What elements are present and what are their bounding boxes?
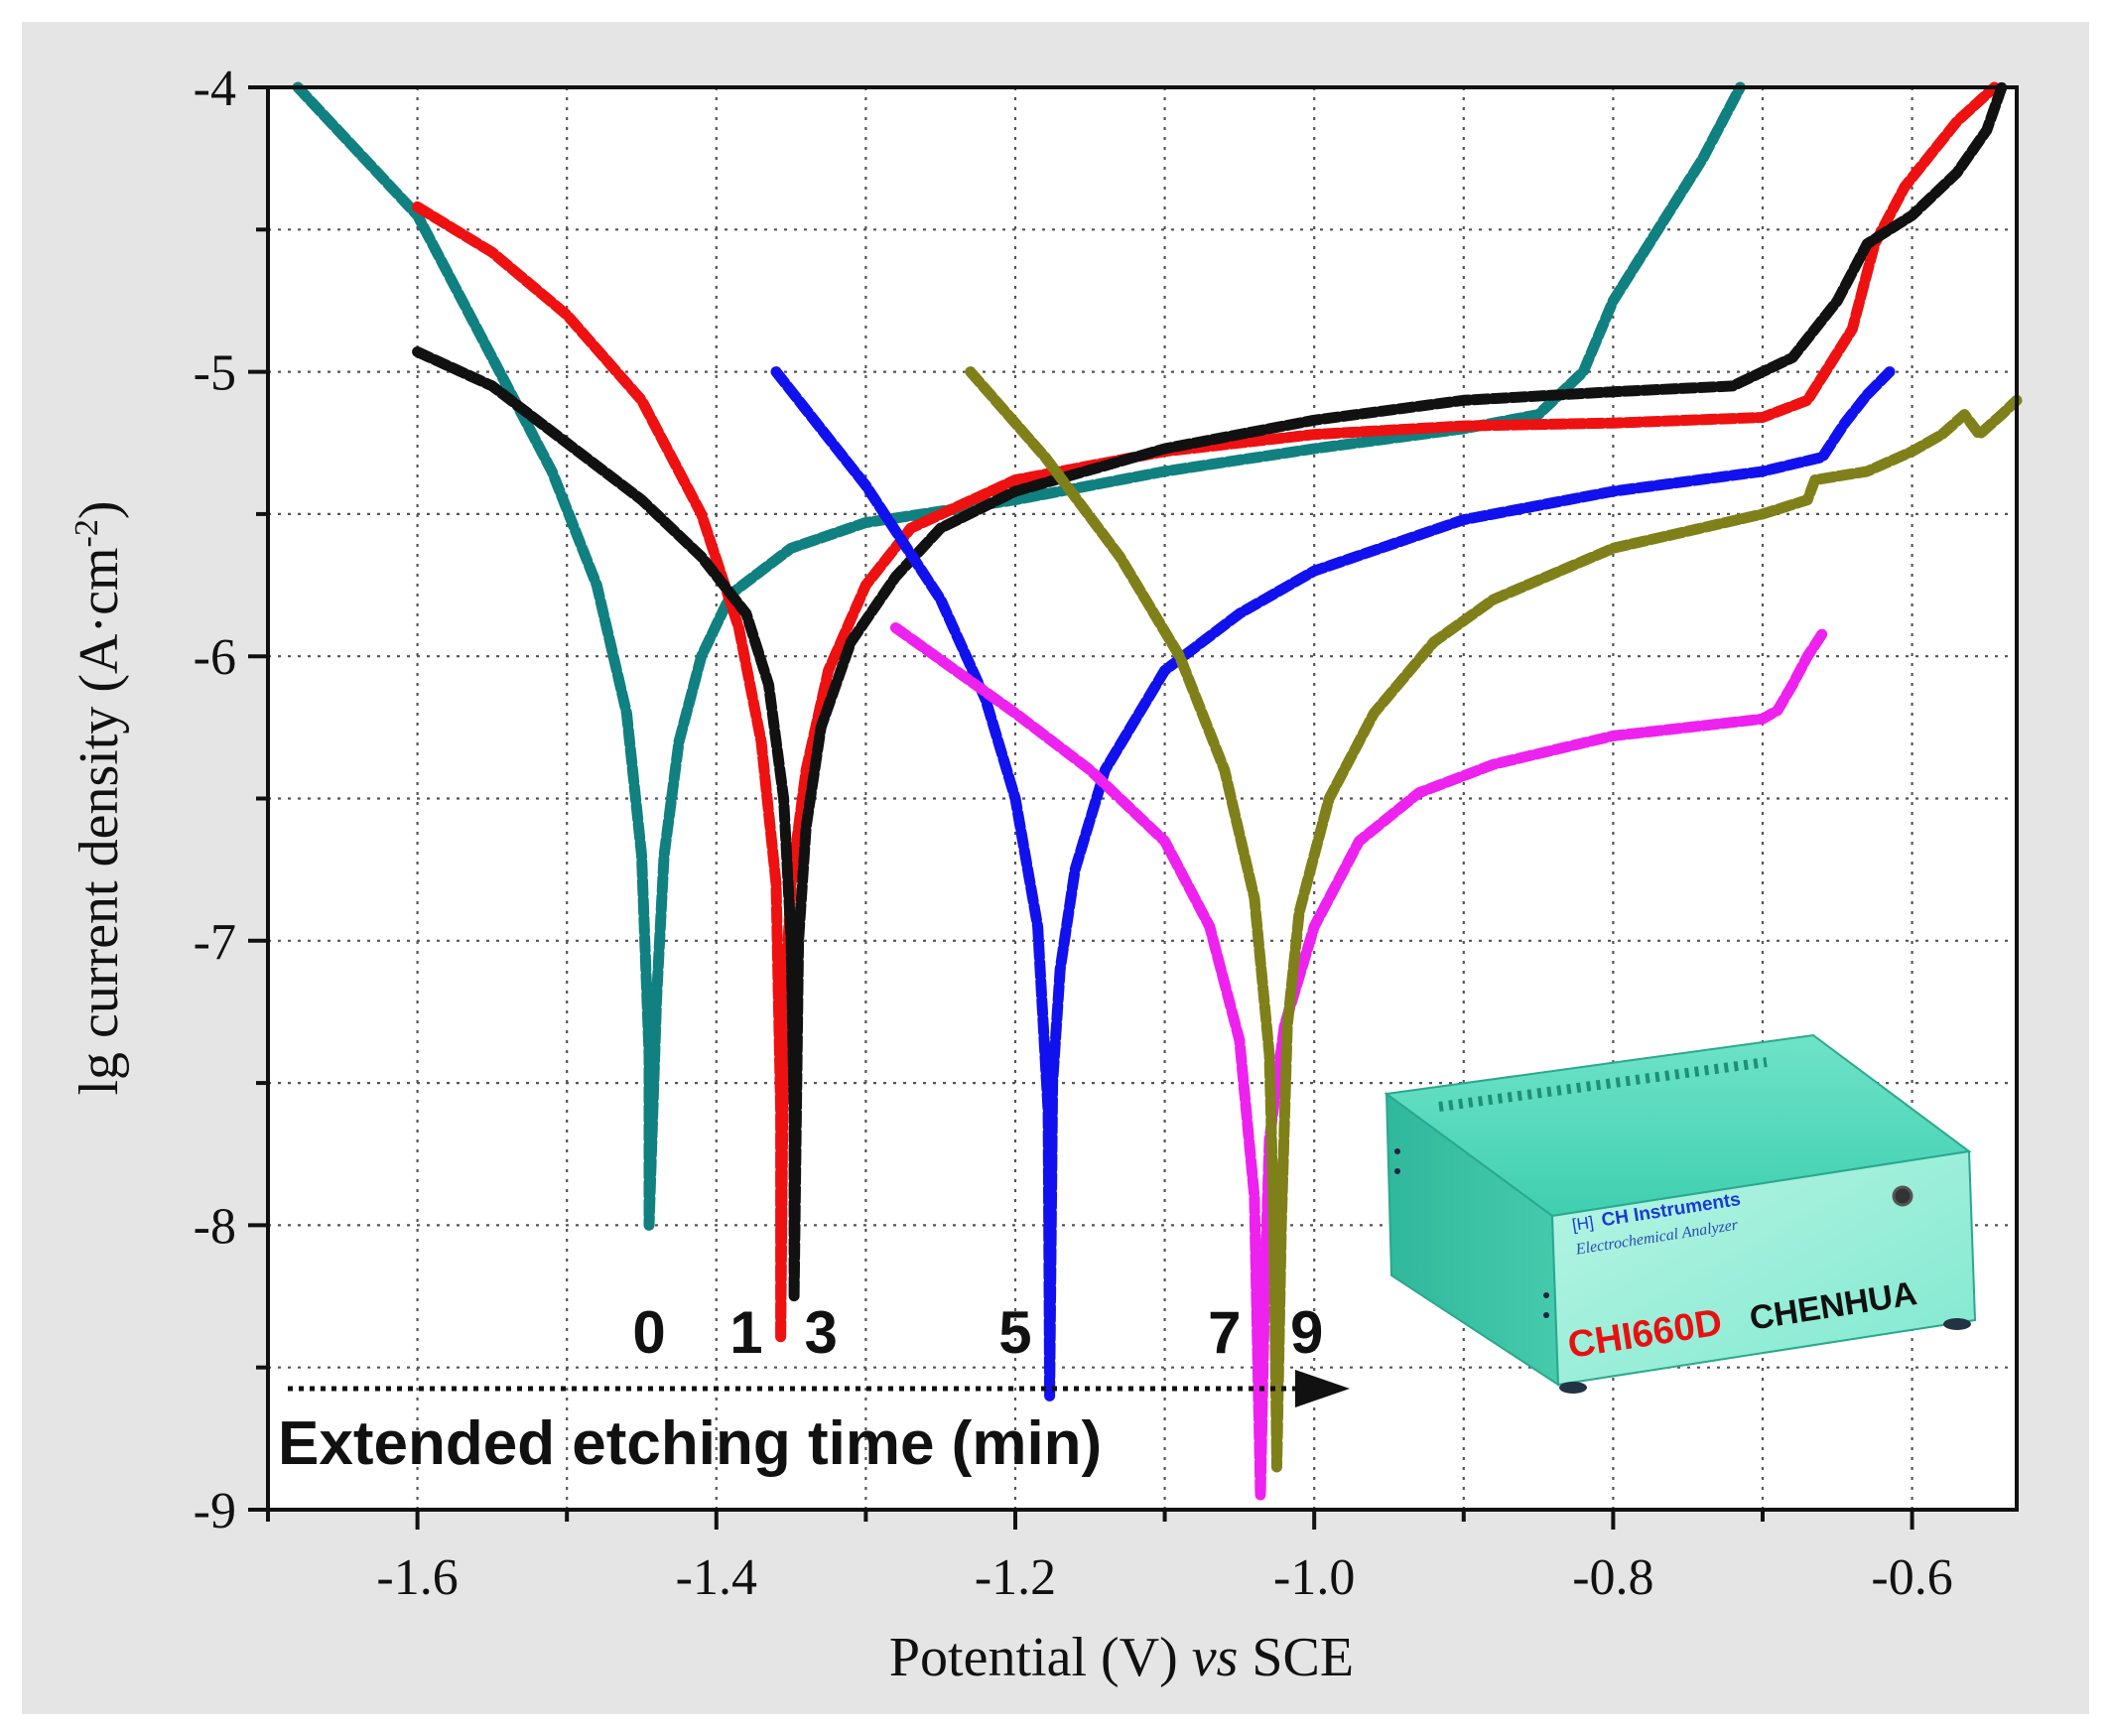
etching-time-label: 9 — [1290, 1299, 1323, 1366]
y-tick-label: -5 — [194, 345, 236, 402]
y-axis-title-sup: -2 — [68, 519, 105, 547]
x-tick-label: -0.8 — [1572, 1549, 1653, 1606]
y-tick-label: -4 — [194, 61, 236, 117]
y-axis-title-close: ) — [68, 500, 130, 519]
y-tick-label: -8 — [194, 1198, 236, 1255]
instrument-side-dot — [1394, 1148, 1400, 1154]
etching-time-label: 5 — [998, 1299, 1031, 1366]
series-line-3min — [412, 81, 2008, 1302]
y-tick-label: -7 — [194, 914, 236, 971]
x-axis-title-main: Potential (V) — [889, 1627, 1178, 1688]
series-line-5min — [770, 366, 1896, 1402]
power-button-icon — [1892, 1185, 1913, 1207]
etching-time-label: 7 — [1208, 1299, 1241, 1366]
series-line-7min — [890, 622, 1828, 1502]
etching-time-label: 0 — [632, 1299, 665, 1366]
series-line-9min — [965, 366, 2023, 1473]
y-axis-title-main: lg current density (A·cm — [68, 547, 130, 1095]
y-axis-title: lg current density (A·cm-2) — [68, 500, 130, 1095]
y-tick-label: -6 — [194, 629, 236, 686]
etching-time-label: 1 — [729, 1299, 762, 1366]
instrument-side-dot — [1543, 1312, 1549, 1318]
x-tick-label: -1.0 — [1273, 1549, 1355, 1606]
instrument-foot — [1559, 1382, 1587, 1394]
x-tick-label: -1.2 — [975, 1549, 1056, 1606]
instrument-side-dot — [1394, 1168, 1400, 1174]
series-line-1min — [412, 81, 2000, 1345]
x-axis-title: Potential (V) vs SCE — [889, 1627, 1354, 1688]
x-tick-label: -0.6 — [1871, 1549, 1952, 1606]
series-line-0min — [292, 81, 1746, 1231]
instrument-front — [1550, 1149, 1977, 1387]
grid — [268, 87, 2017, 1510]
x-axis-title-tail: SCE — [1252, 1627, 1354, 1688]
instrument-logo-mark: [H] — [1571, 1213, 1595, 1235]
x-axis-title-italic: vs — [1192, 1627, 1239, 1688]
instrument-image: [H] CH Instruments Electrochemical Analy… — [1384, 1033, 1977, 1394]
instrument-foot — [1943, 1318, 1971, 1330]
ticks — [248, 85, 1914, 1530]
tick-labels: -1.6 -1.4 -1.2 -1.0 -0.8 -0.6 -4 -5 -6 -7 -8 -9 — [194, 61, 1953, 1606]
instrument-side-dot — [1543, 1292, 1549, 1298]
time-arrow-head — [1295, 1370, 1350, 1407]
x-tick-label: -1.4 — [676, 1549, 757, 1606]
curves — [292, 81, 2023, 1502]
etching-time-label: 3 — [805, 1299, 838, 1366]
annotation-text: Extended etching time (min) — [278, 1409, 1102, 1478]
y-tick-label: -9 — [194, 1483, 236, 1539]
x-tick-label: -1.6 — [376, 1549, 458, 1606]
